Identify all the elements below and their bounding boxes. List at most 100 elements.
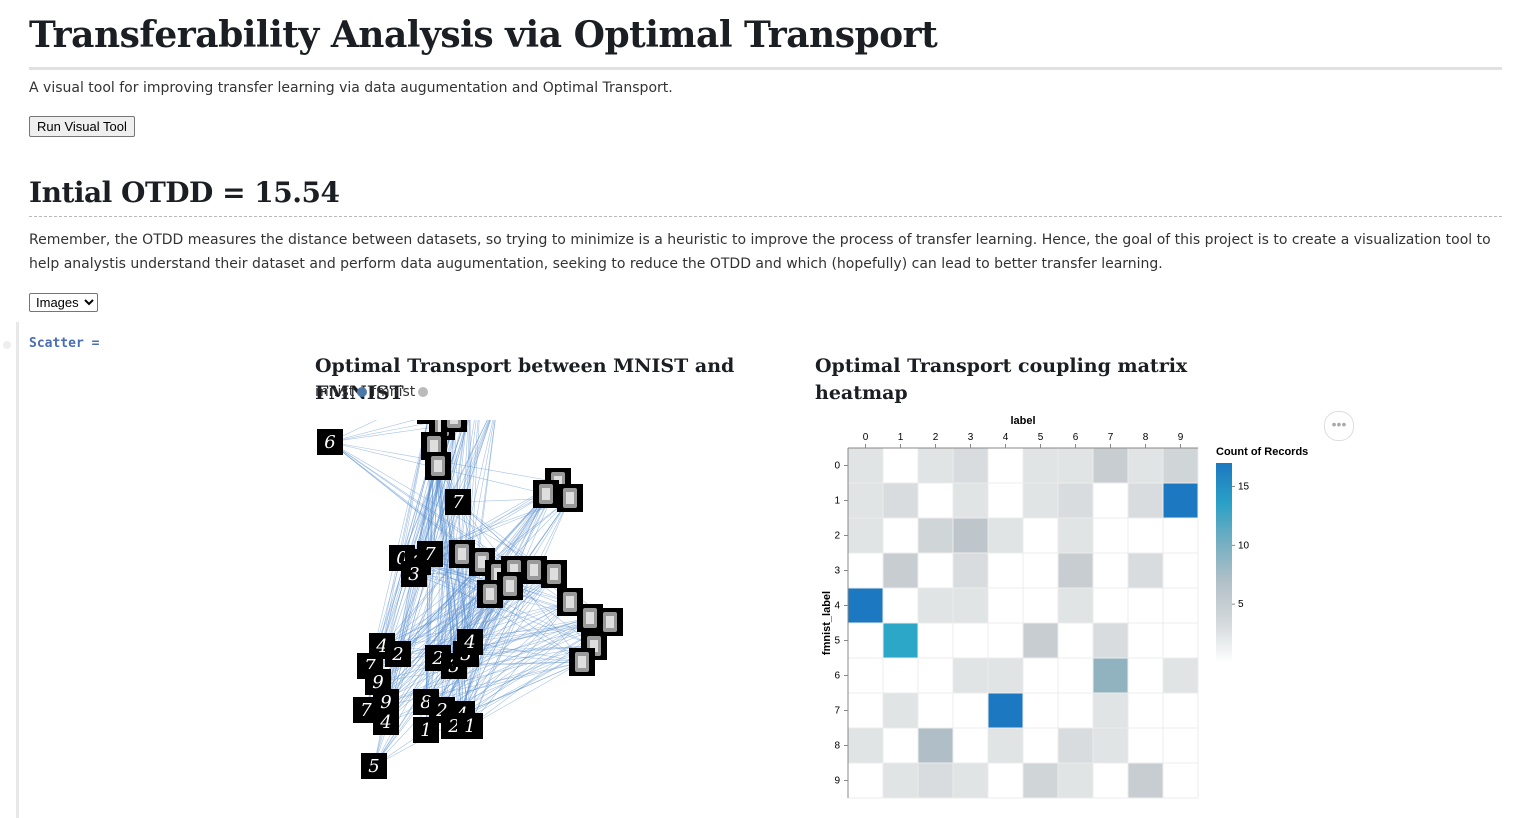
heatmap-cell [1092,727,1129,764]
mnist-thumb-bg [385,641,411,667]
transport-link [465,645,595,655]
heatmap-cell [1162,692,1199,729]
mnist-thumbnail: 3 [401,561,427,587]
heatmap-cell [1057,727,1094,764]
legend-tick-label: 10 [1238,540,1250,551]
transport-link [453,617,591,727]
transport-link [425,420,467,731]
fmnist-points [417,420,623,676]
y-tick-label: 9 [834,776,840,787]
transport-link [425,445,435,731]
fmnist-garment-highlight [486,588,494,600]
heatmap-cell [847,482,884,519]
mnist-thumb-bg [445,489,471,515]
heatmap-cell [882,727,919,764]
y-tick-label: 3 [834,566,840,577]
heatmap-cell [1127,587,1164,624]
mnist-digit-label: 7 [424,544,436,565]
fmnist-garment-highlight [590,640,598,652]
view-mode-select[interactable]: Images [29,293,98,312]
fmnist-thumbnail [441,420,467,432]
mnist-digit-label: 4 [463,632,475,653]
color-legend-gradient [1216,463,1232,663]
mnist-digit-label: 7 [360,700,372,721]
y-axis-title: fmnist_label [821,591,833,655]
mnist-thumbnail: 7 [445,489,471,515]
transport-link [437,420,494,659]
x-tick-label: 5 [1038,432,1044,443]
x-axis-title: label [1010,415,1035,427]
fmnist-thumbnail [533,480,559,508]
legend-mnist-label: mnist [315,384,355,400]
transport-link [397,561,483,655]
heatmap-cell [882,447,919,484]
heatmap-chart[interactable]: 0 1 2 3 4 5 6 7 8 9 0 1 2 3 4 5 6 7 8 9 label fmnist_label Cou… [800,410,1330,810]
transport-link [469,661,583,727]
fmnist-thumbnail [569,648,595,676]
mnist-thumbnail: 1 [457,713,483,739]
heatmap-cell [1092,657,1129,694]
transport-link [329,425,443,443]
mnist-thumb-bg [373,709,399,735]
transport-link [425,497,571,731]
heatmap-cell [987,517,1024,554]
heatmap-cell [1022,587,1059,624]
heatmap-cell [1022,517,1059,554]
y-tick-label: 5 [834,636,840,647]
mnist-thumbnail: 6 [317,429,343,455]
heatmap-cell [917,692,954,729]
heatmap-cell [1127,447,1164,484]
legend-tick-label: 5 [1238,599,1244,610]
heatmap-cell [1162,447,1199,484]
heatmap-cell [1022,482,1059,519]
otdd-heading: Intial OTDD = 15.54 [29,176,340,209]
page-title: Transferability Analysis via Optimal Tra… [29,14,938,56]
transport-link [453,481,559,727]
mnist-thumbnail: 4 [457,629,483,655]
heatmap-cell [952,727,989,764]
heatmap-cell [847,622,884,659]
heatmap-cell [1092,552,1129,589]
heatmap-cell [1022,657,1059,694]
fmnist-thumbnail [597,608,623,636]
transport-link [469,497,571,727]
fmnist-garment-highlight [434,460,442,472]
heatmap-cell [1162,517,1199,554]
mnist-digit-label: 9 [372,672,383,693]
legend-fmnist-label: fmnist [371,384,416,400]
heatmap-cell [987,587,1024,624]
mnist-thumbnail: 7 [417,541,443,567]
transport-link [429,553,583,663]
x-tick-label: 8 [1143,432,1149,443]
heatmap-cell [952,762,989,799]
mnist-thumbnail: 5 [361,753,387,779]
heatmap-cell [882,482,919,519]
heatmap-chart-title: Optimal Transport coupling matrix heatma… [815,355,1188,404]
x-tick-label: 9 [1178,432,1184,443]
heatmap-cell [917,657,954,694]
mnist-digit-label: 4 [379,712,391,733]
mnist-digit-label: 5 [368,756,379,777]
heatmap-cell [1127,727,1164,764]
chart-actions-menu-button[interactable]: ••• [1324,411,1354,441]
transport-link [365,621,611,711]
transport-link [329,420,416,443]
heatmap-cell [1162,622,1199,659]
color-legend-title: Count of Records [1216,446,1308,458]
x-tick-label: 2 [933,432,939,443]
cell-gutter-dot [3,341,11,349]
transport-link [385,617,591,703]
scatter-plot[interactable]: 602734272334979824412157 [300,420,640,800]
heatmap-cell [882,587,919,624]
transport-link [453,573,555,727]
fmnist-thumbnail [541,560,567,588]
mnist-digit-label: 9 [380,692,391,713]
transport-link [385,493,547,703]
heatmap-cell [1057,692,1094,729]
transport-link [373,617,591,767]
fmnist-garment-highlight [506,580,514,592]
y-tick-label: 0 [834,461,840,472]
run-visual-tool-button[interactable]: Run Visual Tool [29,116,135,137]
fmnist-garment-highlight [578,656,586,668]
heatmap-cell [917,447,954,484]
